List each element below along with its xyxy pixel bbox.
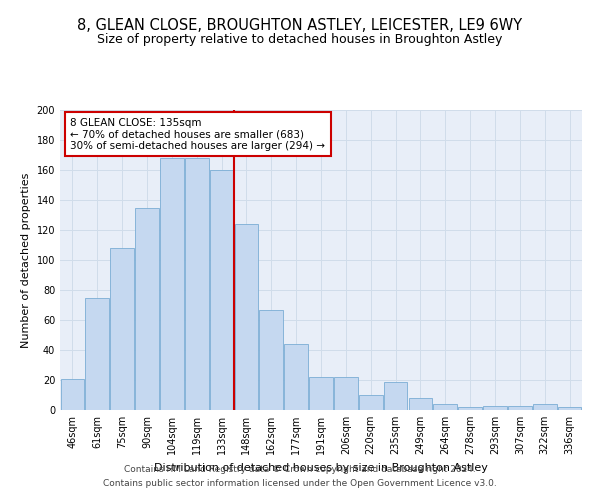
Bar	[160, 158, 184, 410]
Bar	[409, 398, 432, 410]
X-axis label: Distribution of detached houses by size in Broughton Astley: Distribution of detached houses by size …	[154, 462, 488, 472]
Bar	[359, 395, 383, 410]
Bar	[284, 344, 308, 410]
Bar	[110, 248, 134, 410]
Text: Size of property relative to detached houses in Broughton Astley: Size of property relative to detached ho…	[97, 32, 503, 46]
Bar	[259, 310, 283, 410]
Bar	[85, 298, 109, 410]
Bar	[458, 407, 482, 410]
Bar	[235, 224, 258, 410]
Bar	[61, 378, 84, 410]
Bar	[433, 404, 457, 410]
Bar	[483, 406, 507, 410]
Bar	[309, 377, 333, 410]
Bar	[185, 158, 209, 410]
Bar	[508, 406, 532, 410]
Text: 8, GLEAN CLOSE, BROUGHTON ASTLEY, LEICESTER, LE9 6WY: 8, GLEAN CLOSE, BROUGHTON ASTLEY, LEICES…	[77, 18, 523, 32]
Text: Contains HM Land Registry data © Crown copyright and database right 2024.
Contai: Contains HM Land Registry data © Crown c…	[103, 466, 497, 487]
Y-axis label: Number of detached properties: Number of detached properties	[21, 172, 31, 348]
Bar	[558, 407, 581, 410]
Bar	[533, 404, 557, 410]
Text: 8 GLEAN CLOSE: 135sqm
← 70% of detached houses are smaller (683)
30% of semi-det: 8 GLEAN CLOSE: 135sqm ← 70% of detached …	[70, 118, 325, 150]
Bar	[334, 377, 358, 410]
Bar	[135, 208, 159, 410]
Bar	[210, 170, 233, 410]
Bar	[384, 382, 407, 410]
